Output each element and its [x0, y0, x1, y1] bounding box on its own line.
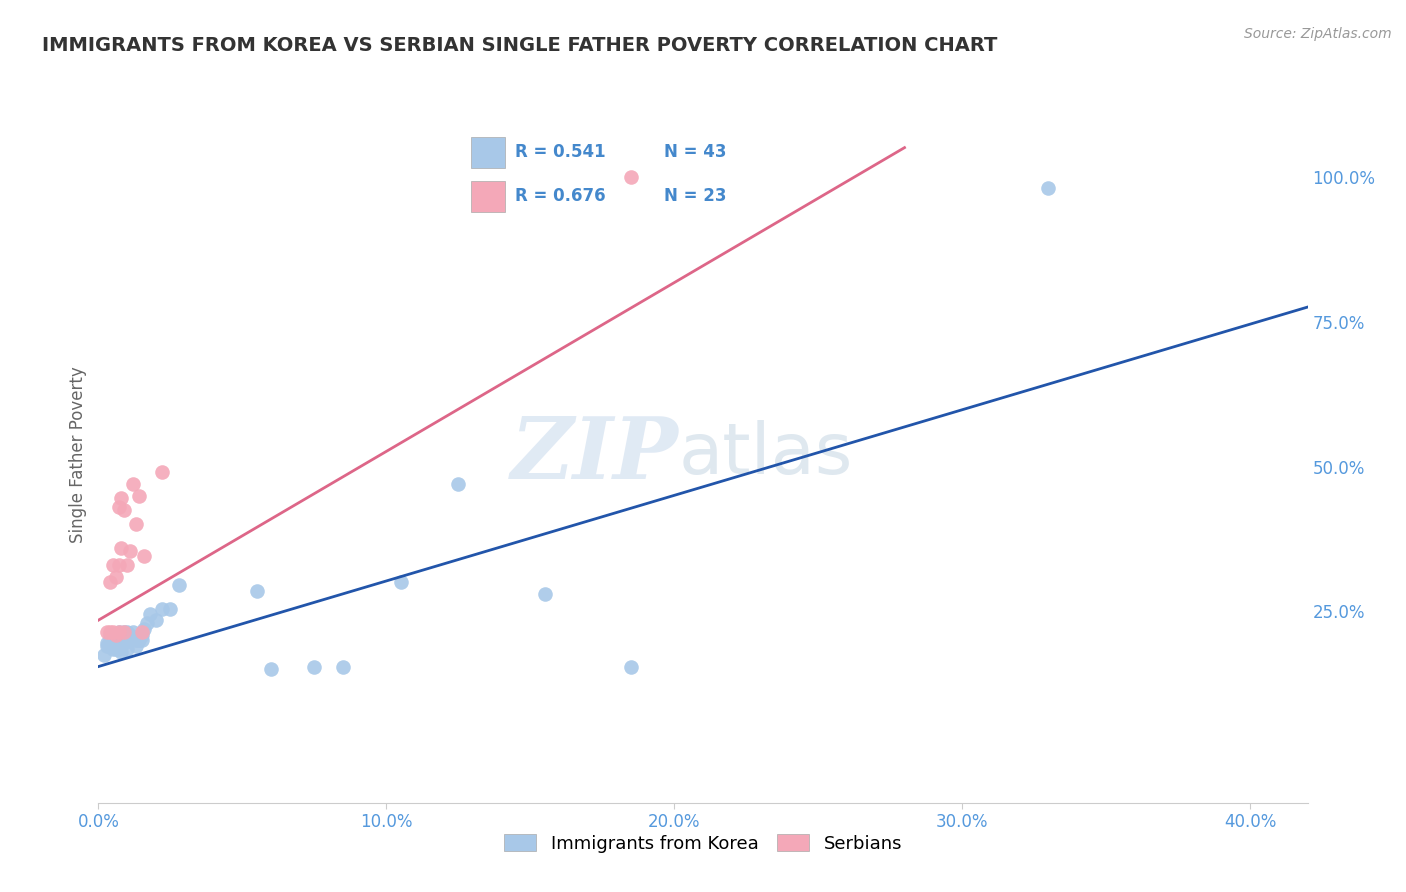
Point	[104, 628, 127, 642]
Point	[159, 601, 181, 615]
Point	[104, 642, 127, 657]
Point	[110, 645, 132, 659]
Point	[101, 624, 124, 639]
Point	[115, 624, 138, 639]
Point	[134, 622, 156, 636]
Point	[110, 541, 132, 555]
Point	[112, 624, 135, 639]
Point	[246, 584, 269, 599]
Point	[93, 648, 115, 662]
Point	[98, 575, 121, 590]
Point	[125, 633, 148, 648]
Point	[107, 500, 129, 514]
Point	[107, 636, 129, 650]
Point	[150, 601, 173, 615]
Point	[389, 575, 412, 590]
Point	[115, 558, 138, 573]
Point	[304, 659, 326, 673]
Point	[332, 659, 354, 673]
Point	[125, 517, 148, 532]
Point	[131, 624, 153, 639]
Point	[131, 628, 153, 642]
Point	[122, 624, 145, 639]
Point	[112, 636, 135, 650]
Point	[98, 633, 121, 648]
Point	[98, 628, 121, 642]
Point	[96, 639, 118, 653]
Point	[107, 624, 129, 639]
Point	[1038, 181, 1060, 195]
Point	[150, 466, 173, 480]
Text: ZIP: ZIP	[510, 413, 679, 497]
Point	[101, 558, 124, 573]
Point	[120, 628, 142, 642]
Point	[134, 549, 156, 564]
Point	[98, 624, 121, 639]
Y-axis label: Single Father Poverty: Single Father Poverty	[69, 367, 87, 543]
Point	[260, 662, 283, 677]
Point	[110, 491, 132, 506]
Point	[122, 476, 145, 491]
Point	[107, 642, 129, 657]
Point	[96, 624, 118, 639]
Point	[115, 642, 138, 657]
Point	[107, 558, 129, 573]
Point	[96, 636, 118, 650]
Point	[104, 628, 127, 642]
Point	[620, 169, 643, 184]
Legend: Immigrants from Korea, Serbians: Immigrants from Korea, Serbians	[496, 827, 910, 860]
Point	[101, 631, 124, 645]
Point	[136, 615, 159, 630]
Text: atlas: atlas	[679, 420, 853, 490]
Point	[110, 631, 132, 645]
Point	[167, 578, 190, 592]
Point	[128, 633, 150, 648]
Text: IMMIGRANTS FROM KOREA VS SERBIAN SINGLE FATHER POVERTY CORRELATION CHART: IMMIGRANTS FROM KOREA VS SERBIAN SINGLE …	[42, 36, 997, 54]
Text: Source: ZipAtlas.com: Source: ZipAtlas.com	[1244, 27, 1392, 41]
Point	[112, 503, 135, 517]
Point	[101, 642, 124, 657]
Point	[139, 607, 162, 622]
Point	[112, 624, 135, 639]
Point	[120, 543, 142, 558]
Point	[533, 587, 555, 601]
Point	[107, 624, 129, 639]
Point	[128, 489, 150, 503]
Point	[145, 613, 167, 627]
Point	[447, 476, 470, 491]
Point	[101, 636, 124, 650]
Point	[131, 633, 153, 648]
Point	[104, 570, 127, 584]
Point	[115, 633, 138, 648]
Point	[620, 659, 643, 673]
Point	[125, 639, 148, 653]
